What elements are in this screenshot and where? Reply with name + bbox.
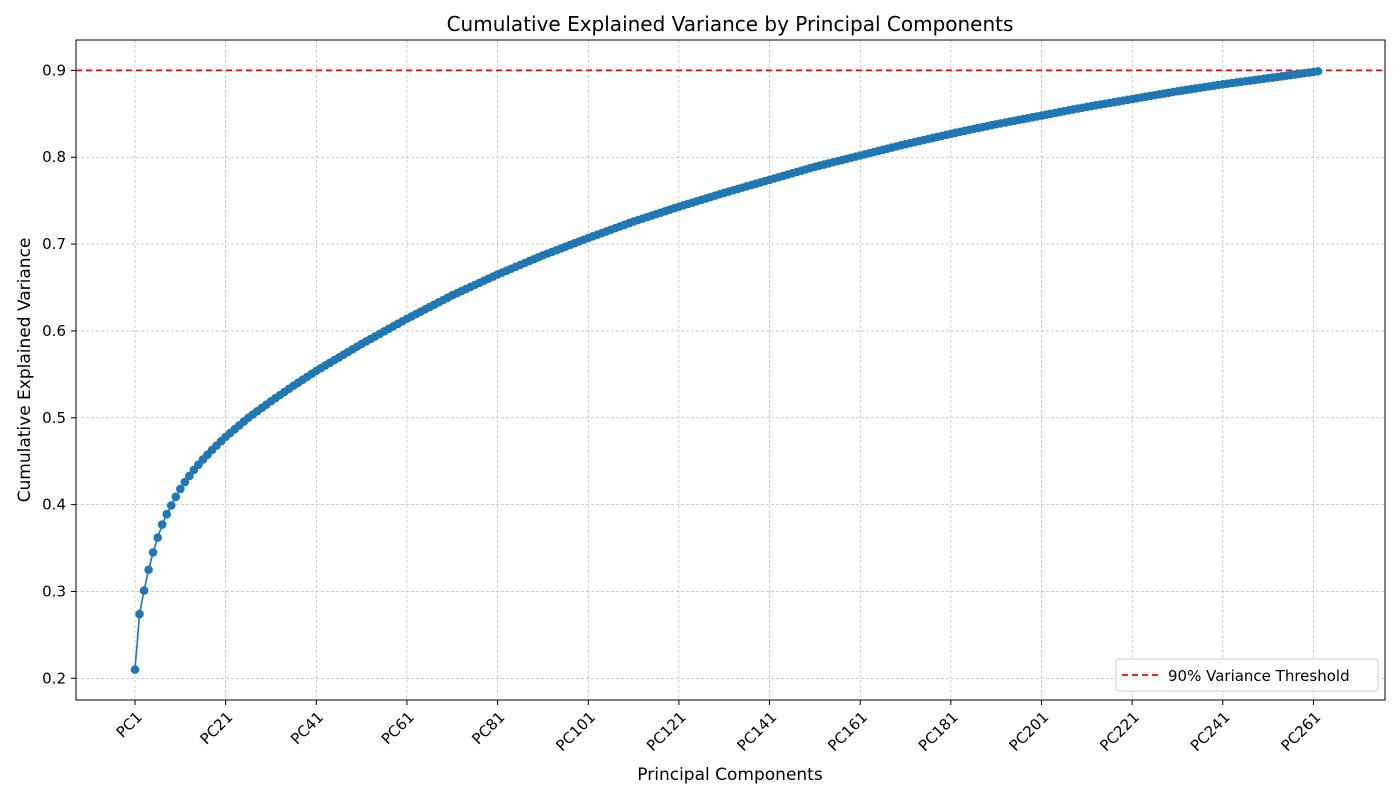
y-tick-label: 0.2: [42, 669, 66, 687]
y-tick-label: 0.4: [42, 496, 66, 514]
series-group: [130, 66, 1323, 674]
y-tick-label: 0.9: [42, 61, 66, 79]
data-point: [166, 501, 176, 510]
y-axis: 0.2 0.3 0.4 0.5 0.6 0.7 0.8 0.9: [42, 61, 76, 687]
data-point: [180, 477, 190, 487]
x-axis-label: Principal Components: [637, 765, 823, 785]
data-point: [148, 548, 158, 557]
data-point: [176, 484, 185, 494]
y-tick-label: 0.8: [42, 148, 66, 166]
y-tick-label: 0.3: [42, 582, 66, 600]
data-point: [153, 533, 162, 542]
y-tick-label: 0.5: [42, 409, 66, 427]
y-axis-label: Cumulative Explained Variance: [15, 238, 35, 503]
data-point: [171, 492, 181, 502]
data-point: [157, 520, 167, 529]
legend: 90% Variance Threshold: [1115, 658, 1379, 692]
legend-label: 90% Variance Threshold: [1168, 667, 1350, 685]
data-point: [144, 565, 153, 575]
data-point: [185, 471, 194, 481]
data-point: [139, 586, 149, 595]
y-tick-label: 0.7: [42, 235, 66, 253]
data-point: [130, 665, 140, 674]
data-point: [135, 609, 144, 619]
legend-box: [1115, 658, 1379, 692]
chart-title: Cumulative Explained Variance by Princip…: [447, 12, 1014, 36]
data-point: [1313, 66, 1323, 76]
y-tick-label: 0.6: [42, 322, 66, 340]
data-point: [162, 509, 172, 519]
plot-frame: [75, 39, 1386, 701]
